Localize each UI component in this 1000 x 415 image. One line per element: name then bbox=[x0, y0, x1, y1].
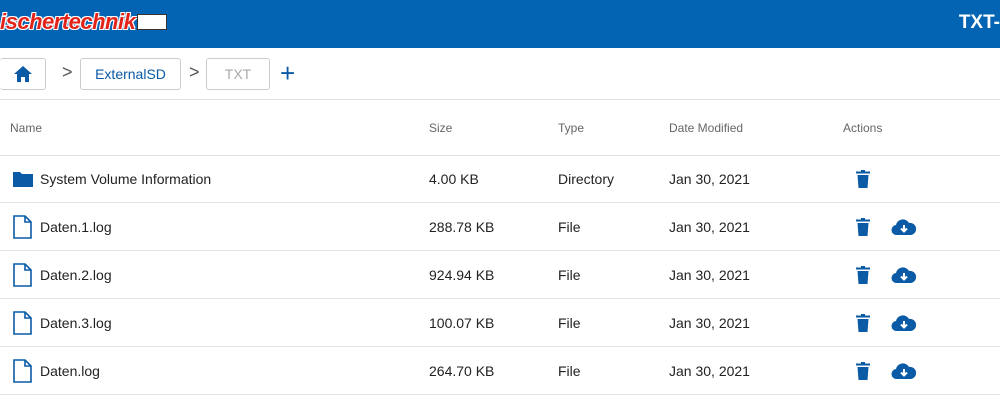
file-icon bbox=[12, 215, 32, 244]
file-icon bbox=[12, 263, 32, 292]
file-size: 4.00 KB bbox=[429, 171, 479, 187]
divider bbox=[0, 250, 1000, 251]
device-name: TXT- bbox=[958, 12, 1000, 33]
file-type: File bbox=[558, 267, 581, 283]
download-button[interactable] bbox=[891, 266, 917, 289]
date-modified: Jan 30, 2021 bbox=[669, 315, 750, 331]
column-header: Date Modified bbox=[669, 121, 744, 135]
file-icon bbox=[12, 170, 34, 193]
logo: ischertechnik bbox=[0, 9, 136, 34]
file-type: Directory bbox=[558, 171, 615, 187]
column-header: Actions bbox=[843, 121, 883, 135]
separator: > bbox=[62, 62, 73, 82]
home-button[interactable] bbox=[0, 58, 46, 90]
divider bbox=[0, 298, 1000, 299]
file-size: 100.07 KB bbox=[429, 315, 495, 331]
divider bbox=[0, 202, 1000, 203]
date-modified: Jan 30, 2021 bbox=[669, 267, 750, 283]
date-modified: Jan 30, 2021 bbox=[669, 171, 750, 187]
date-modified: Jan 30, 2021 bbox=[669, 219, 750, 235]
file-size: 288.78 KB bbox=[429, 219, 495, 235]
divider bbox=[0, 394, 1000, 395]
file-size: 924.94 KB bbox=[429, 267, 495, 283]
file-size: 264.70 KB bbox=[429, 363, 495, 379]
file-name[interactable]: Daten.log bbox=[40, 363, 100, 379]
delete-button[interactable] bbox=[855, 362, 871, 385]
breadcrumb-item[interactable]: ExternalSD bbox=[80, 58, 181, 90]
delete-button[interactable] bbox=[855, 218, 871, 241]
file-icon bbox=[12, 359, 32, 388]
file-type: File bbox=[558, 315, 581, 331]
file-name[interactable]: System Volume Information bbox=[40, 171, 212, 187]
file-name[interactable]: Daten.1.log bbox=[40, 219, 112, 235]
file-name[interactable]: Daten.2.log bbox=[40, 267, 112, 283]
divider bbox=[0, 346, 1000, 347]
divider bbox=[0, 99, 1000, 100]
download-button[interactable] bbox=[891, 314, 917, 337]
delete-button[interactable] bbox=[855, 314, 871, 337]
delete-button[interactable] bbox=[855, 266, 871, 289]
file-type: File bbox=[558, 363, 581, 379]
breadcrumb-item: TXT bbox=[206, 58, 270, 90]
logo-emblem bbox=[137, 14, 167, 30]
download-button[interactable] bbox=[891, 218, 917, 241]
divider bbox=[0, 155, 1000, 156]
column-header: Name bbox=[10, 121, 43, 135]
file-name[interactable]: Daten.3.log bbox=[40, 315, 112, 331]
column-header: Type bbox=[558, 121, 585, 135]
delete-button[interactable] bbox=[855, 170, 871, 193]
file-icon bbox=[12, 311, 32, 340]
home-icon bbox=[13, 66, 32, 82]
file-type: File bbox=[558, 219, 581, 235]
separator: > bbox=[189, 62, 200, 82]
add-button[interactable]: + bbox=[280, 58, 296, 88]
column-header: Size bbox=[429, 121, 453, 135]
download-button[interactable] bbox=[891, 362, 917, 385]
date-modified: Jan 30, 2021 bbox=[669, 363, 750, 379]
